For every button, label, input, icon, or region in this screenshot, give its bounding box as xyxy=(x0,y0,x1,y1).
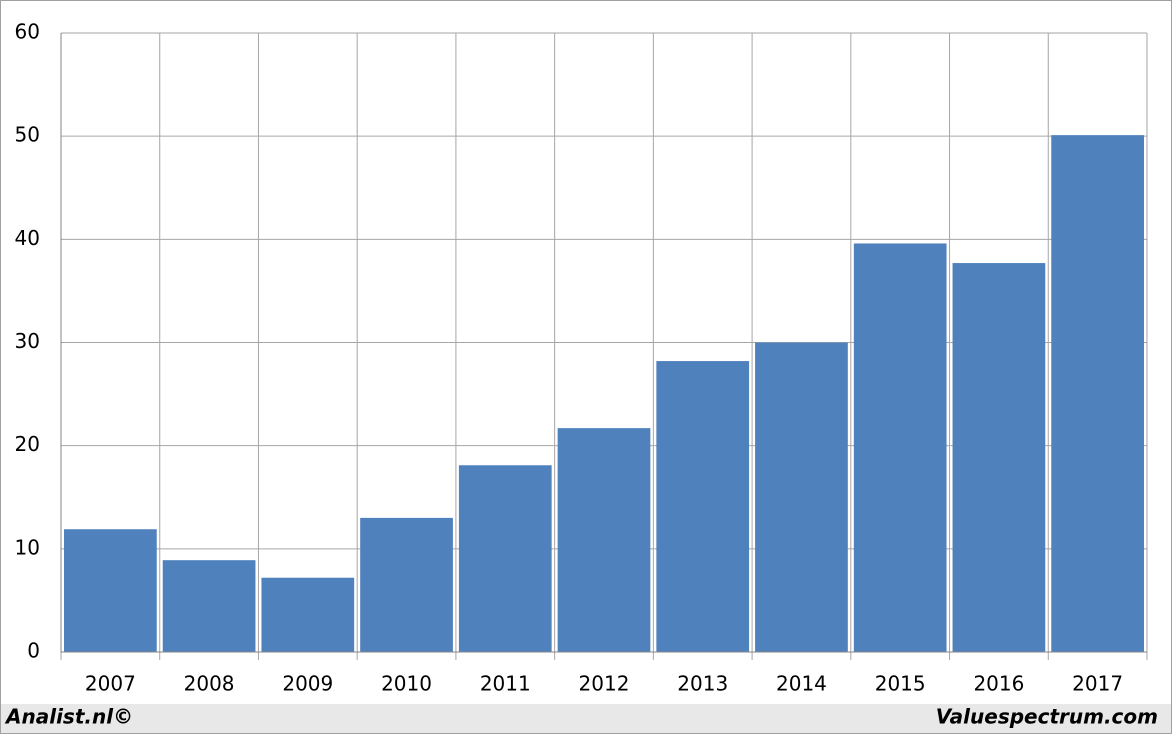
footer-band xyxy=(1,704,1171,733)
footer-left: Analist.nl© xyxy=(4,705,133,729)
x-tick-label: 2012 xyxy=(579,672,630,696)
bar xyxy=(656,361,750,652)
y-tick-label: 20 xyxy=(15,432,40,456)
bar xyxy=(261,577,355,652)
x-tick-label: 2017 xyxy=(1072,672,1123,696)
x-tick-label: 2015 xyxy=(875,672,926,696)
bar xyxy=(952,263,1046,652)
bar xyxy=(458,465,552,652)
footer-right: Valuespectrum.com xyxy=(936,705,1158,729)
x-tick-label: 2013 xyxy=(677,672,728,696)
bar xyxy=(360,517,453,652)
bar xyxy=(755,342,848,652)
y-tick-label: 30 xyxy=(15,329,40,353)
y-tick-label: 50 xyxy=(15,123,40,147)
x-tick-label: 2016 xyxy=(973,672,1024,696)
y-tick-label: 0 xyxy=(27,639,40,663)
y-tick-label: 10 xyxy=(15,535,40,559)
bar xyxy=(853,243,947,652)
x-tick-label: 2009 xyxy=(282,672,333,696)
bar xyxy=(1051,135,1144,652)
y-tick-label: 60 xyxy=(15,20,40,44)
x-tick-label: 2011 xyxy=(480,672,531,696)
bar xyxy=(64,529,157,652)
bar xyxy=(162,560,256,652)
bar xyxy=(557,428,651,652)
x-tick-label: 2014 xyxy=(776,672,827,696)
y-tick-label: 40 xyxy=(15,226,40,250)
x-tick-label: 2010 xyxy=(381,672,432,696)
x-tick-label: 2008 xyxy=(184,672,235,696)
x-tick-label: 2007 xyxy=(85,672,136,696)
